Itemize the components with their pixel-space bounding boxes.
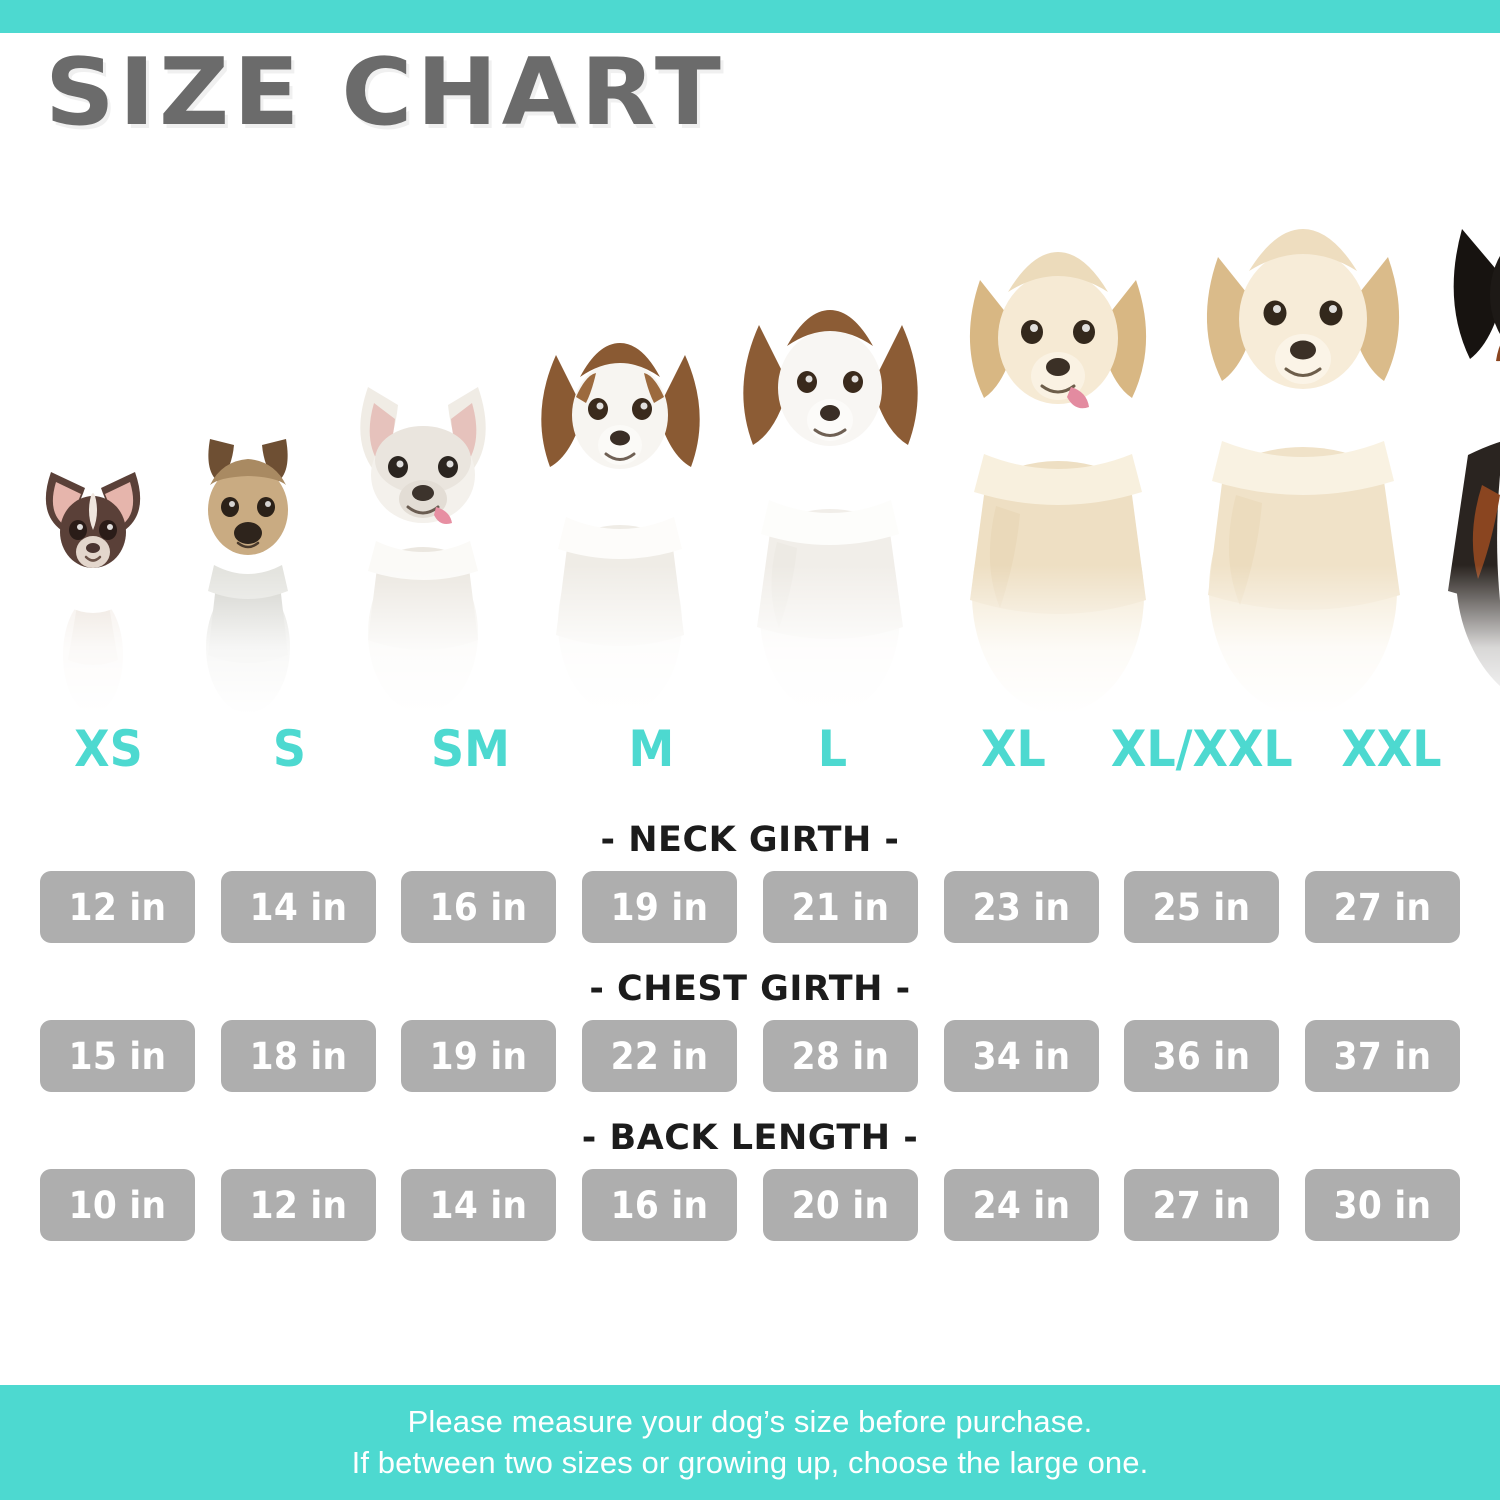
chip-value: 16 in [610,1183,709,1227]
dog-illustration-strip [0,150,1500,715]
size-label-m: M [628,720,675,778]
size-label-sm: SM [430,720,510,778]
chip-neck-m: 19 in [582,871,738,943]
size-label-xs: XS [74,720,143,778]
chip-back-s: 12 in [220,1169,376,1241]
beagle-large-icon [743,310,918,715]
chip-value: 12 in [68,885,167,929]
chip-neck-s: 14 in [220,871,376,943]
chip-back-xxl: 30 in [1304,1169,1460,1241]
dog-s-yorkshire [168,150,328,715]
chip-value: 21 in [791,885,890,929]
chip-value: 27 in [1333,885,1432,929]
size-label-l: L [817,720,847,778]
dog-l-beagle-large [723,150,938,715]
chest-girth-row: 15 in 18 in 19 in 22 in 28 in 34 in 36 i… [40,1020,1460,1092]
chip-back-xlxxl: 27 in [1124,1169,1280,1241]
chip-neck-xxl: 27 in [1304,871,1460,943]
chip-value: 19 in [610,885,709,929]
measurement-sections: - NECK GIRTH - 12 in 14 in 16 in 19 in 2… [0,820,1500,1267]
chip-chest-l: 28 in [762,1020,918,1092]
chip-back-xl: 24 in [943,1169,1099,1241]
dog-xs-chihuahua [18,150,168,715]
dog-xl-golden-retriever [938,150,1178,715]
back-length-header: - BACK LENGTH - [581,1118,919,1158]
chip-value: 15 in [68,1034,167,1078]
chip-chest-xxl: 37 in [1304,1020,1460,1092]
chip-value: 19 in [430,1034,528,1078]
chip-value: 36 in [1152,1034,1251,1078]
chip-back-xs: 10 in [40,1169,195,1241]
chip-chest-sm: 19 in [401,1020,557,1092]
chip-value: 28 in [791,1034,890,1078]
chip-chest-xlxxl: 36 in [1124,1020,1280,1092]
dog-sm-french-bulldog [328,150,518,715]
chip-value: 12 in [249,1183,347,1227]
chip-back-m: 16 in [582,1169,738,1241]
size-label-xl: XL [980,720,1046,778]
chip-neck-xs: 12 in [40,871,195,943]
chip-value: 23 in [972,885,1070,929]
page-title-text: SIZE CHART [45,38,726,146]
top-accent-bar [0,0,1500,33]
size-label-xxl: XXL [1341,720,1442,778]
chip-value: 30 in [1333,1183,1432,1227]
chip-value: 14 in [430,1183,528,1227]
chip-neck-l: 21 in [762,871,918,943]
chip-value: 18 in [249,1034,347,1078]
chip-value: 25 in [1152,885,1251,929]
size-label-xlxxl: XL/XXL [1111,720,1294,778]
chip-value: 27 in [1152,1183,1251,1227]
dog-xxl-bernese [1428,150,1500,715]
chip-chest-s: 18 in [220,1020,376,1092]
chihuahua-icon [45,472,141,713]
size-label-row: XS S SM M L XL XL/XXL XXL [0,718,1500,780]
golden-retriever-icon [969,252,1147,713]
chip-neck-sm: 16 in [401,871,557,943]
footer-line-2: If between two sizes or growing up, choo… [351,1444,1149,1480]
chip-back-sm: 14 in [401,1169,557,1241]
size-label-s: S [272,720,306,778]
measurement-neck-girth: - NECK GIRTH - 12 in 14 in 16 in 19 in 2… [40,820,1460,943]
measurement-chest-girth: - CHEST GIRTH - 15 in 18 in 19 in 22 in … [40,969,1460,1092]
chip-chest-xs: 15 in [40,1020,195,1092]
chip-value: 24 in [972,1183,1070,1227]
footer-note-bar: Please measure your dog’s size before pu… [0,1385,1500,1500]
chip-neck-xlxxl: 25 in [1124,871,1280,943]
french-bulldog-icon [360,387,486,713]
chip-back-l: 20 in [762,1169,918,1241]
dog-xlxxl-golden-retriever-large [1178,150,1428,715]
neck-girth-row: 12 in 14 in 16 in 19 in 21 in 23 in 25 i… [40,871,1460,943]
footer-line-1: Please measure your dog’s size before pu… [407,1403,1093,1439]
chip-value: 10 in [68,1183,167,1227]
chip-neck-xl: 23 in [943,871,1099,943]
back-length-row: 10 in 12 in 14 in 16 in 20 in 24 in 27 i… [40,1169,1460,1241]
chip-value: 20 in [791,1183,890,1227]
neck-girth-header: - NECK GIRTH - [600,820,900,860]
chest-girth-header: - CHEST GIRTH - [589,969,911,1009]
beagle-icon [541,343,700,715]
chip-value: 16 in [430,885,528,929]
chip-value: 37 in [1333,1034,1432,1078]
chip-value: 22 in [610,1034,709,1078]
chip-chest-m: 22 in [582,1020,738,1092]
measurement-back-length: - BACK LENGTH - 10 in 12 in 14 in 16 in … [40,1118,1460,1241]
chip-value: 34 in [972,1034,1070,1078]
bernese-mountain-dog-icon [1448,229,1500,687]
page-title: SIZE CHART [45,45,721,138]
golden-retriever-large-icon [1206,229,1400,715]
dog-m-beagle [518,150,723,715]
chip-value: 14 in [249,885,347,929]
chip-chest-xl: 34 in [943,1020,1099,1092]
yorkshire-terrier-icon [206,439,290,713]
